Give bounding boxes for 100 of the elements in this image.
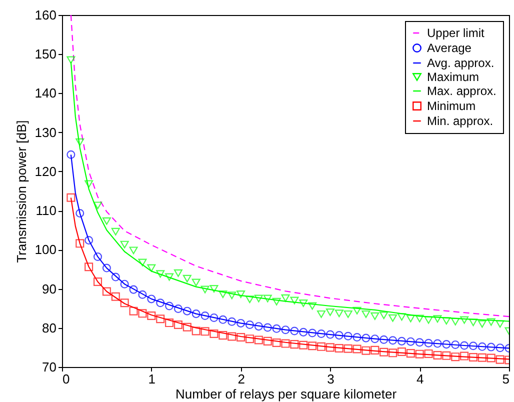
point: [147, 312, 156, 320]
x-tick-label: 0: [62, 372, 70, 386]
point: [236, 290, 246, 298]
point: [299, 328, 308, 336]
point: [182, 274, 192, 282]
point: [468, 352, 478, 362]
point: [406, 337, 415, 346]
point: [451, 352, 460, 362]
point: [66, 150, 76, 159]
point: [263, 323, 272, 332]
point: [245, 320, 254, 330]
point: [182, 306, 192, 316]
y-axis-title: Transmission power [dB]: [14, 120, 29, 263]
point: [76, 138, 84, 146]
x-tick-label: 5: [502, 372, 510, 386]
point: [451, 340, 460, 349]
point: [388, 314, 398, 322]
point: [415, 350, 424, 358]
point: [84, 236, 94, 245]
point: [138, 309, 147, 318]
point: [120, 280, 129, 288]
point: [478, 320, 486, 328]
point: [326, 343, 334, 352]
point: [406, 349, 415, 358]
point: [442, 317, 451, 325]
point: [352, 344, 362, 354]
legend-label: Min. approx.: [427, 114, 494, 128]
point: [460, 316, 469, 324]
point: [192, 310, 200, 318]
point: [210, 285, 218, 293]
y-tick-label: 160: [34, 8, 56, 22]
y-tick-label: 120: [34, 164, 56, 179]
point: [433, 315, 442, 323]
point: [468, 318, 478, 326]
point: [317, 342, 326, 351]
legend-label: Average: [427, 41, 472, 55]
point: [210, 313, 218, 322]
point: [138, 290, 147, 299]
point: [352, 306, 362, 314]
point: [102, 287, 111, 296]
x-tick-label: 2: [238, 372, 245, 386]
point: [94, 202, 102, 210]
point: [263, 294, 272, 302]
y-tick-label: 110: [36, 203, 56, 218]
point: [165, 318, 174, 328]
point: [76, 239, 84, 248]
point: [388, 336, 398, 345]
point: [352, 333, 362, 342]
legend-label: Maximum: [427, 70, 480, 84]
point: [334, 331, 344, 340]
point: [317, 330, 326, 338]
y-tick-label: 90: [42, 281, 56, 296]
point: [94, 277, 102, 286]
legend-label: Upper limit: [427, 26, 486, 40]
legend-label: Avg. approx.: [427, 56, 494, 70]
line-series: [70, 15, 509, 318]
point: [478, 342, 486, 351]
point: [299, 340, 308, 350]
legend-label: Minimum: [427, 99, 476, 113]
point: [218, 315, 228, 324]
point: [424, 349, 433, 358]
point: [496, 355, 504, 364]
point: [111, 228, 120, 236]
point: [174, 269, 182, 277]
point: [129, 306, 138, 316]
legend-label: Max. approx.: [427, 84, 496, 98]
point: [299, 299, 308, 308]
point: [94, 252, 102, 261]
y-tick-label: 150: [34, 46, 56, 62]
point: [165, 302, 174, 310]
point: [370, 312, 380, 320]
point: [362, 346, 370, 355]
point: [433, 351, 442, 360]
point: [272, 324, 281, 333]
point: [406, 314, 415, 322]
point: [129, 246, 138, 254]
point: [290, 340, 299, 349]
x-tick-label: 1: [148, 372, 156, 386]
point: [281, 294, 290, 302]
point: [460, 341, 469, 350]
point: [236, 318, 246, 328]
point: [245, 334, 254, 344]
point: [362, 310, 370, 318]
point: [254, 322, 263, 331]
point: [228, 332, 236, 341]
point: [272, 338, 281, 348]
point: [424, 316, 433, 324]
point: [370, 346, 380, 354]
point: [66, 56, 76, 64]
point: [308, 328, 317, 338]
point: [326, 330, 334, 339]
point: [254, 294, 263, 302]
point: [486, 354, 496, 362]
point: [76, 209, 84, 218]
point: [380, 312, 388, 320]
point: [370, 334, 380, 344]
point: [200, 286, 210, 294]
point: [397, 347, 406, 356]
point: [334, 310, 344, 318]
point: [362, 334, 370, 342]
